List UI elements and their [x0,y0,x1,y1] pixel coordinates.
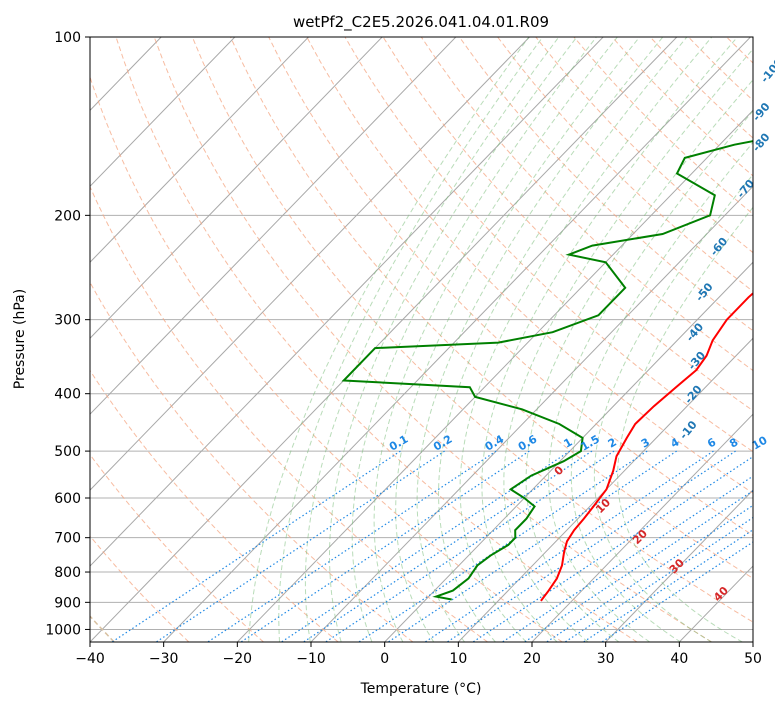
x-tick-label--20: −20 [223,651,253,667]
isotherm-0 [384,261,753,642]
plot-area [90,37,753,642]
dry-adiabat-40 [153,37,712,642]
moist-adiabat-12 [437,37,688,642]
mixing-ratio-line-10 [472,455,753,642]
mixing-ratio-line-0.4 [207,450,497,642]
dry-adiabat-200 [765,37,775,642]
x-tick-label--10: −10 [296,651,326,667]
profile-line-1 [540,291,753,602]
y-tick-label-100: 100 [54,30,81,46]
isotherm--50 [90,37,604,567]
x-tick-label-10: 10 [449,651,467,667]
moist-adiabat-20 [481,37,738,642]
moist-adiabat--20 [248,37,530,642]
mixing-ratio-line-1.5 [303,450,593,642]
y-tick-label-700: 700 [54,531,81,547]
isotherm--20 [236,109,753,642]
isotherm--70 [90,37,457,415]
y-tick-label-200: 200 [54,208,81,224]
dry-adiabat-60 [230,37,753,579]
mixing-ratio-line-2 [325,450,615,642]
isotherm--100 [90,37,236,188]
y-tick-label-900: 900 [54,595,81,611]
profile-line-2 [341,140,753,601]
x-axis-label: Temperature (°C) [360,681,482,697]
background-lines [90,37,775,642]
y-tick-label-300: 300 [54,313,81,329]
mixing-ratio-line-6 [424,450,714,642]
mixing-ratio-line-30 [583,529,753,642]
isotherm--30 [163,37,752,642]
isotherm--60 [90,37,531,491]
y-tick-label-1000: 1000 [45,622,81,638]
mixing-ratio-line-1 [281,450,571,642]
isotherm--10 [310,185,753,642]
moist-adiabat-24 [503,48,753,642]
x-tick-label-50: 50 [744,651,762,667]
moist-adiabat-40 [593,173,753,642]
moist-adiabat-16 [459,37,713,642]
x-tick-label--30: −30 [149,651,179,667]
dry-adiabat--30 [90,535,190,642]
mixing-ratio-line-0.1 [111,450,401,642]
dry-adiabat--10 [90,369,339,642]
y-tick-label-800: 800 [54,565,81,581]
y-tick-label-500: 500 [54,444,81,460]
moist-adiabat--12 [304,37,560,642]
mixing-ratio-line-8 [446,450,736,642]
x-tick-label--40: −40 [75,651,105,667]
isotherm--40 [90,37,678,642]
mixing-ratio-line-0.6 [240,450,530,642]
dry-adiabat-50 [191,37,753,623]
x-tick-label-20: 20 [523,651,541,667]
mixing-ratio-line-36 [601,541,753,642]
y-tick-label-600: 600 [54,491,81,507]
chart-title: wetPf2_C2E5.2026.041.04.01.R09 [293,13,549,32]
dry-adiabat-130 [497,37,753,293]
axis-ticks: −40 −30 −20 −10 0 10 20 30 40 50 100 200 300 400 500 60… [45,30,762,667]
x-tick-label-0: 0 [380,651,389,667]
moist-adiabat-44 [617,206,753,642]
mixing-ratio-line-20 [546,504,753,642]
dry-adiabat-20 [90,75,563,642]
moist-adiabat--16 [278,37,544,642]
mixing-ratio-line-0.2 [155,450,445,642]
mixing-ratio-line-13 [502,475,753,642]
mixing-ratio-line-4 [388,450,677,642]
moist-adiabat-28 [525,79,753,642]
moist-adiabat-36 [570,141,753,642]
mixing-ratio-line-16 [524,490,753,642]
isotherm-50 [752,641,753,642]
dry-adiabat-90 [344,37,753,453]
moist-adiabat-4 [395,37,640,642]
dry-adiabat-label--100: -100 [758,56,775,86]
dry-adiabat-80 [306,37,753,494]
mixing-ratio-line-3 [358,450,648,642]
mixing-ratio-line-25 [564,516,753,642]
dry-adiabat-0 [90,281,414,642]
moist-adiabat-8 [416,37,664,642]
moist-adiabat--8 [329,37,578,642]
isotherm-10 [457,337,753,642]
dry-adiabat-30 [115,37,638,642]
isotherm-20 [531,413,753,642]
y-axis-label: Pressure (hPa) [12,289,28,389]
moist-adiabat-0 [373,37,618,642]
moist-adiabat--4 [351,37,597,642]
profile-lines [341,140,753,602]
isotherm-30 [605,489,753,642]
plot-frame [89,36,754,643]
dry-adiabat-10 [90,185,488,642]
y-tick-label-400: 400 [54,387,81,403]
isotherm--90 [90,37,310,263]
x-tick-label-40: 40 [670,651,688,667]
dry-adiabat-110 [420,37,753,372]
x-tick-label-30: 30 [597,651,615,667]
moist-adiabat-32 [548,110,753,642]
